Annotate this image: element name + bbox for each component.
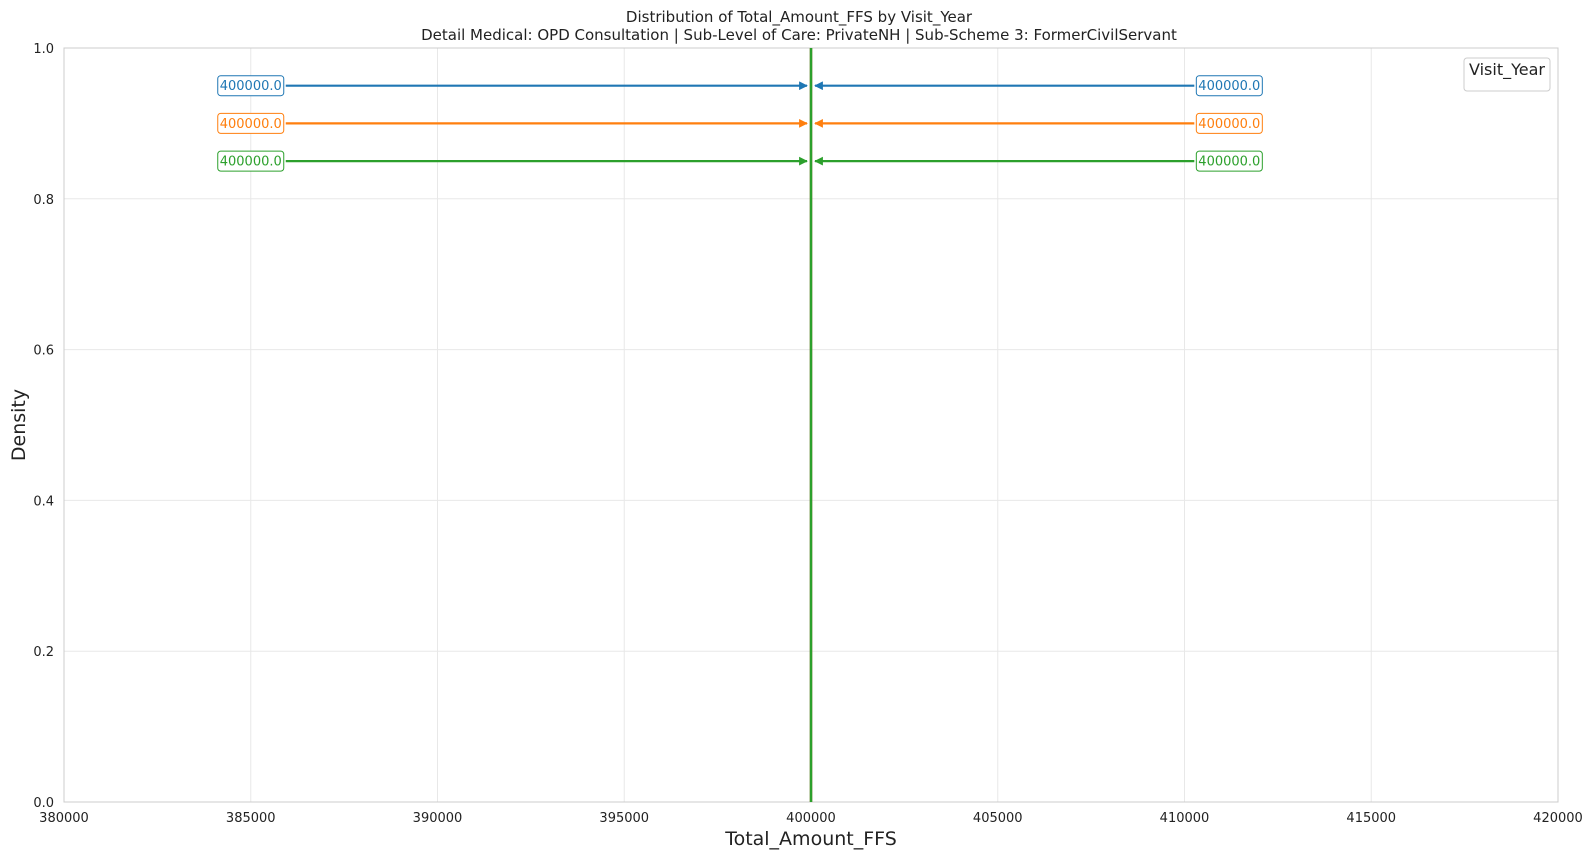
chart-title: Distribution of Total_Amount_FFS by Visi… — [626, 8, 973, 27]
annotation-box — [217, 112, 285, 134]
legend-box — [1463, 57, 1551, 92]
x-tick-label: 405000 — [973, 811, 1023, 826]
y-axis-ticks: 0.0 0.2 0.4 0.6 0.8 1.0 — [33, 42, 54, 811]
annotation-label: 400000.0 — [220, 79, 282, 94]
x-tick-label: 410000 — [1160, 811, 1210, 826]
y-tick-label: 0.0 — [33, 796, 54, 811]
annotation-label: 400000.0 — [220, 155, 282, 170]
annotation-box — [1195, 150, 1263, 172]
x-tick-label: 385000 — [226, 811, 276, 826]
x-axis-label: Total_Amount_FFS — [724, 828, 897, 850]
annotation-label: 400000.0 — [220, 117, 282, 132]
legend-title: Visit_Year — [1469, 60, 1545, 80]
annotation-box — [217, 150, 285, 172]
y-tick-label: 1.0 — [33, 42, 54, 57]
y-tick-label: 0.4 — [33, 494, 54, 509]
y-axis-label: Density — [8, 389, 30, 461]
annotation-label: 400000.0 — [1198, 117, 1260, 132]
annotations: 400000.0 400000.0 400000.0 400000.0 400000.0… — [217, 75, 1263, 172]
x-tick-label: 390000 — [413, 811, 463, 826]
annotation-label: 400000.0 — [1198, 79, 1260, 94]
annotation-label: 400000.0 — [1198, 155, 1260, 170]
x-tick-label: 395000 — [599, 811, 649, 826]
x-tick-label: 420000 — [1533, 811, 1583, 826]
y-tick-label: 0.2 — [33, 645, 54, 660]
x-axis-ticks: 380000 385000 390000 395000 400000 405000 4100… — [39, 811, 1583, 826]
annotation-box — [1195, 112, 1263, 134]
legend: Visit_Year — [1463, 57, 1551, 92]
x-tick-label: 400000 — [786, 811, 836, 826]
y-tick-label: 0.8 — [33, 193, 54, 208]
y-tick-label: 0.6 — [33, 344, 54, 359]
annotation-box — [1195, 75, 1263, 97]
x-tick-label: 380000 — [39, 811, 89, 826]
annotation-box — [217, 75, 285, 97]
chart-subtitle: Detail Medical: OPD Consultation | Sub-L… — [421, 26, 1177, 44]
x-tick-label: 415000 — [1346, 811, 1396, 826]
